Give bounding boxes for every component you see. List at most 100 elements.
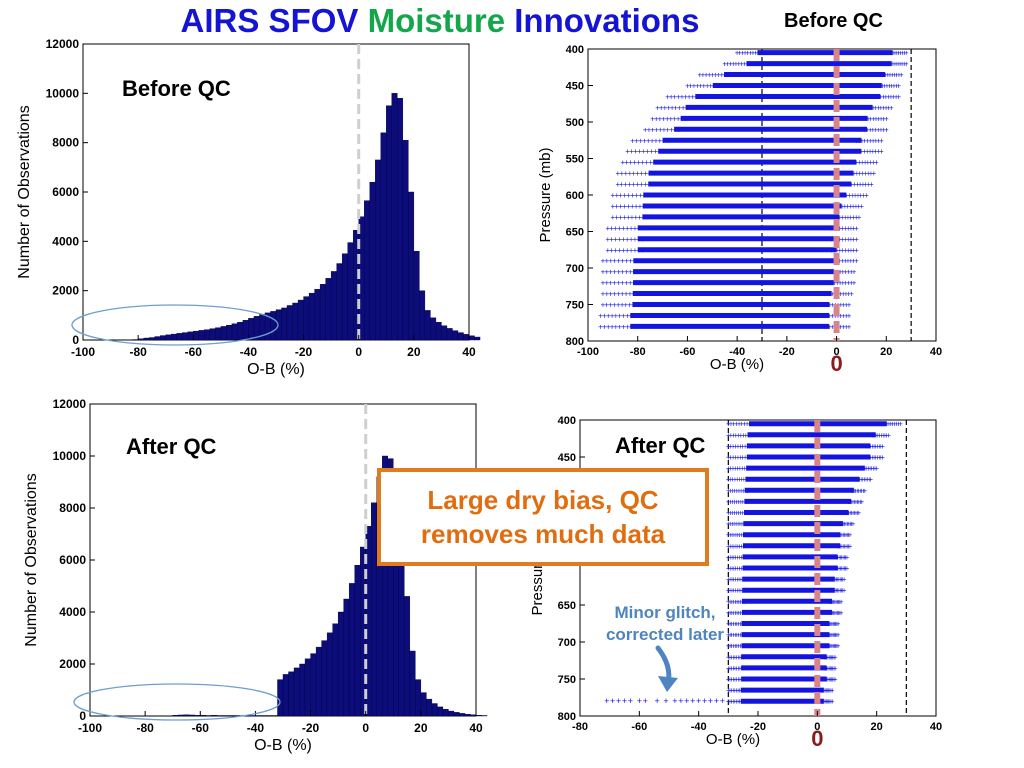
observation-point: + xyxy=(728,653,733,662)
x-tick-label: -60 xyxy=(185,345,203,359)
observation-point: + xyxy=(900,60,905,69)
observation-point: + xyxy=(698,92,703,101)
observation-point: + xyxy=(824,697,829,706)
observation-point: + xyxy=(886,103,891,112)
observation-point: + xyxy=(904,60,909,69)
observation-point: + xyxy=(881,103,886,112)
observation-point: + xyxy=(852,509,857,518)
histogram-bar xyxy=(319,284,326,341)
observation-point: + xyxy=(822,664,827,673)
observation-point: + xyxy=(828,301,833,310)
histogram-bar xyxy=(187,331,194,341)
observation-point: + xyxy=(730,542,735,551)
histogram-bar xyxy=(430,317,437,341)
observation-point: + xyxy=(748,431,753,440)
observation-point: + xyxy=(739,575,744,584)
observation-point: + xyxy=(730,509,735,518)
observation-point: + xyxy=(738,664,743,673)
histogram-bar xyxy=(419,290,426,341)
observation-point: + xyxy=(865,475,870,484)
observation-point: + xyxy=(831,597,836,606)
observation-point: + xyxy=(857,169,862,178)
observation-point: + xyxy=(839,191,844,200)
observation-point: + xyxy=(741,542,746,551)
glitch-annotation-line-2: corrected later xyxy=(605,625,725,644)
observation-point: + xyxy=(726,631,731,640)
observation-point: + xyxy=(870,431,875,440)
histogram-bar xyxy=(299,663,306,717)
observation-point: + xyxy=(745,60,750,69)
observation-point: + xyxy=(733,464,738,473)
histogram-bar xyxy=(386,105,392,341)
observation-point: + xyxy=(872,169,877,178)
histogram-bar xyxy=(446,328,453,341)
observation-point: + xyxy=(873,464,878,473)
observation-point: + xyxy=(832,213,837,222)
observation-point: + xyxy=(863,125,868,134)
observation-point: + xyxy=(845,520,850,529)
observation-point: + xyxy=(743,453,748,462)
observation-point: + xyxy=(640,224,645,233)
observation-point: + xyxy=(741,531,746,540)
observation-point: + xyxy=(839,608,844,617)
observation-point: + xyxy=(826,653,831,662)
observation-point: + xyxy=(626,213,631,222)
y-tick-label: 4000 xyxy=(52,234,79,248)
observation-point: + xyxy=(843,224,848,233)
glitch-point: + xyxy=(622,696,627,706)
observation-point: + xyxy=(730,608,735,617)
observation-point: + xyxy=(641,147,646,156)
observation-point: + xyxy=(853,191,858,200)
title-part-2: Moisture xyxy=(367,2,506,39)
observation-point: + xyxy=(737,553,742,562)
observation-point: + xyxy=(880,82,885,91)
histogram-bar xyxy=(248,318,255,341)
observation-point: + xyxy=(608,301,613,310)
observation-point: + xyxy=(736,60,741,69)
observation-point: + xyxy=(865,442,870,451)
observation-point: + xyxy=(690,92,695,101)
observation-point: + xyxy=(889,92,894,101)
observation-point: + xyxy=(849,279,854,288)
observation-point: + xyxy=(830,664,835,673)
y-tick-label: 450 xyxy=(558,452,576,464)
observation-point: + xyxy=(673,103,678,112)
observation-point: + xyxy=(735,597,740,606)
title-part-3: Innovations xyxy=(514,2,700,39)
observation-point: + xyxy=(728,553,733,562)
observation-point: + xyxy=(730,553,735,562)
observation-point: + xyxy=(734,697,739,706)
histogram-bar xyxy=(409,650,416,717)
observation-point: + xyxy=(673,125,678,134)
observation-point: + xyxy=(625,224,630,233)
histogram-bar xyxy=(211,715,218,717)
observation-point: + xyxy=(868,158,873,167)
observation-point: + xyxy=(728,431,733,440)
observation-point: + xyxy=(617,311,622,320)
observation-point: + xyxy=(838,575,843,584)
observation-point: + xyxy=(620,301,625,310)
observation-point: + xyxy=(658,125,663,134)
observation-point: + xyxy=(848,213,853,222)
observation-point: + xyxy=(837,597,842,606)
observation-point: + xyxy=(863,158,868,167)
histogram-bar xyxy=(297,299,304,341)
observation-point: + xyxy=(822,686,827,695)
observation-point: + xyxy=(740,464,745,473)
observation-point: + xyxy=(622,191,627,200)
observation-point: + xyxy=(829,246,834,255)
observation-point: + xyxy=(742,509,747,518)
observation-point: + xyxy=(715,82,720,91)
observation-point: + xyxy=(733,620,738,629)
observation-point: + xyxy=(832,653,837,662)
observation-point: + xyxy=(829,279,834,288)
observation-point: + xyxy=(879,442,884,451)
x-tick-label: -60 xyxy=(192,721,210,735)
histogram-bar xyxy=(426,698,433,717)
observation-point: + xyxy=(848,531,853,540)
observation-point: + xyxy=(732,486,737,495)
observation-point: + xyxy=(844,311,849,320)
observation-point: + xyxy=(726,497,731,506)
observation-point: + xyxy=(659,103,664,112)
observation-point: + xyxy=(614,322,619,331)
